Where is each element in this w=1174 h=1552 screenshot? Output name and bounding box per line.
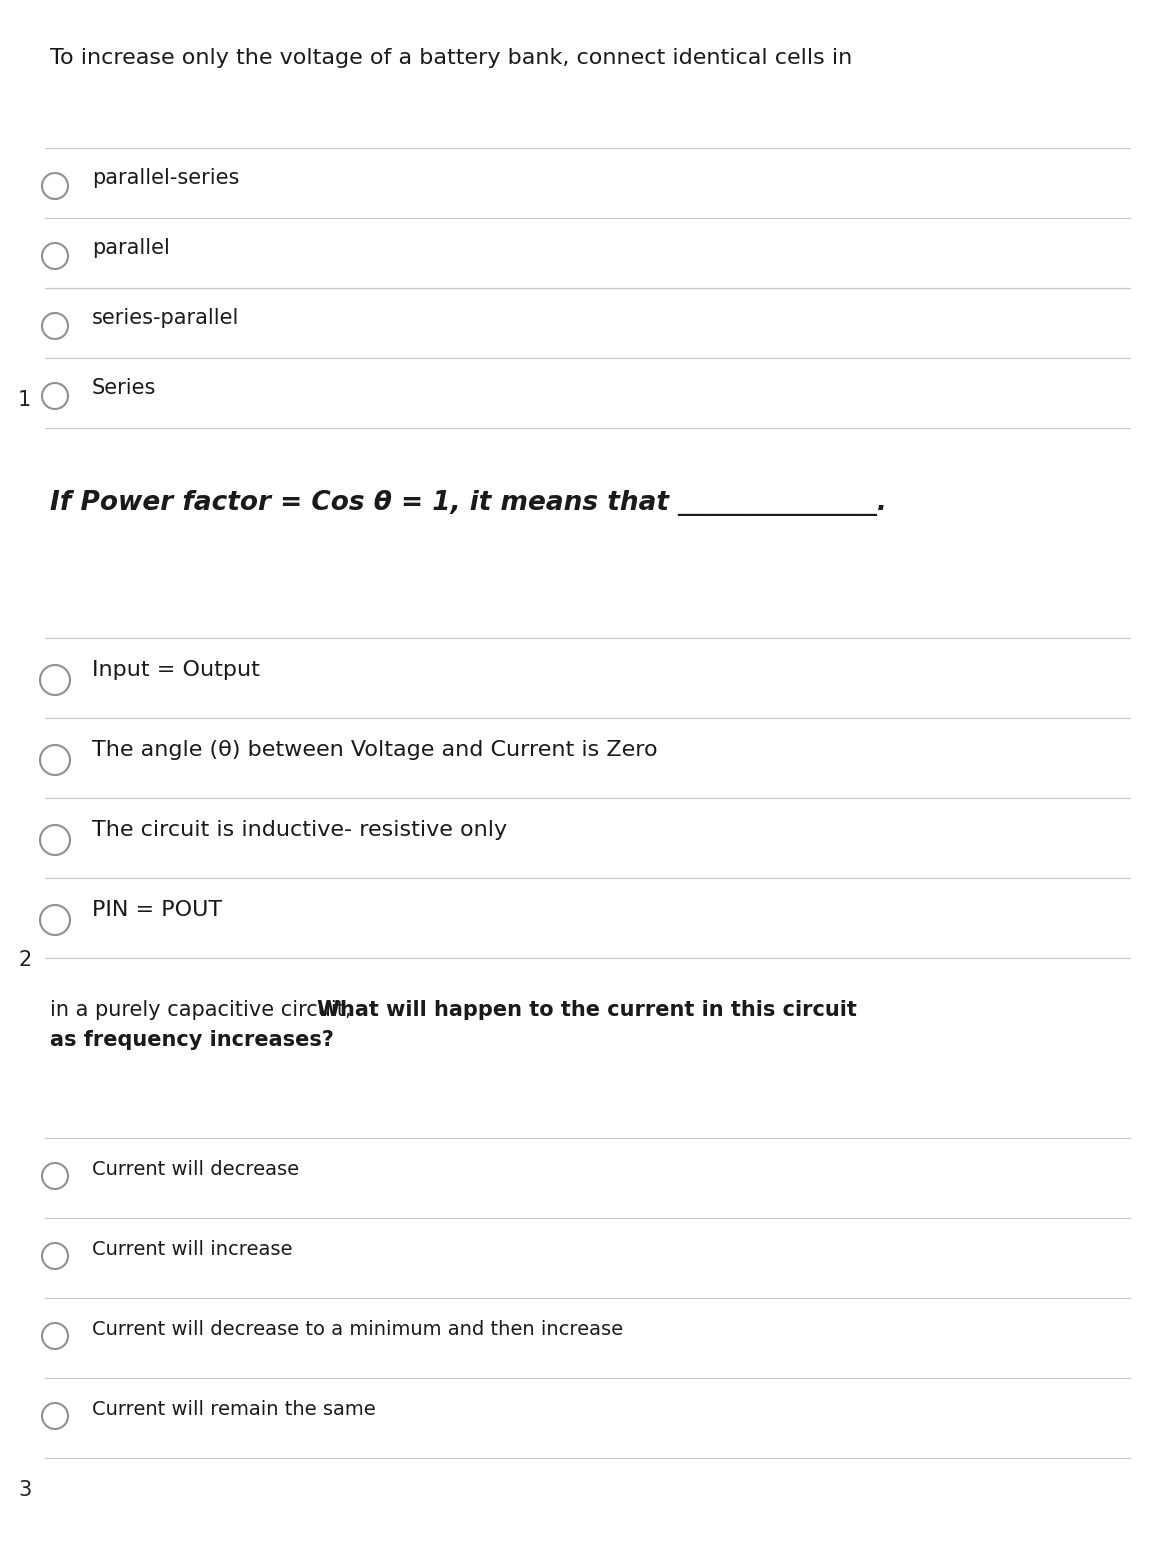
Text: The circuit is inductive- resistive only: The circuit is inductive- resistive only xyxy=(92,819,507,840)
Text: Current will increase: Current will increase xyxy=(92,1240,292,1259)
Text: Series: Series xyxy=(92,379,156,397)
Text: 1: 1 xyxy=(18,390,32,410)
Text: Current will remain the same: Current will remain the same xyxy=(92,1400,376,1419)
Text: PIN = POUT: PIN = POUT xyxy=(92,900,222,920)
Text: 2: 2 xyxy=(18,950,32,970)
Text: as frequency increases?: as frequency increases? xyxy=(50,1031,333,1051)
Text: To increase only the voltage of a battery bank, connect identical cells in: To increase only the voltage of a batter… xyxy=(50,48,852,68)
Text: If Power factor = Cos θ = 1, it means that _______________.: If Power factor = Cos θ = 1, it means th… xyxy=(50,490,886,515)
Text: Input = Output: Input = Output xyxy=(92,660,259,680)
Text: What will happen to the current in this circuit: What will happen to the current in this … xyxy=(317,999,857,1020)
Text: Current will decrease to a minimum and then increase: Current will decrease to a minimum and t… xyxy=(92,1321,623,1339)
Text: Current will decrease: Current will decrease xyxy=(92,1159,299,1180)
Text: parallel-series: parallel-series xyxy=(92,168,239,188)
Text: series-parallel: series-parallel xyxy=(92,307,239,327)
Text: in a purely capacitive circuit,: in a purely capacitive circuit, xyxy=(50,999,365,1020)
Text: 3: 3 xyxy=(18,1481,32,1499)
Text: The angle (θ) between Voltage and Current is Zero: The angle (θ) between Voltage and Curren… xyxy=(92,740,657,760)
Text: parallel: parallel xyxy=(92,237,170,258)
